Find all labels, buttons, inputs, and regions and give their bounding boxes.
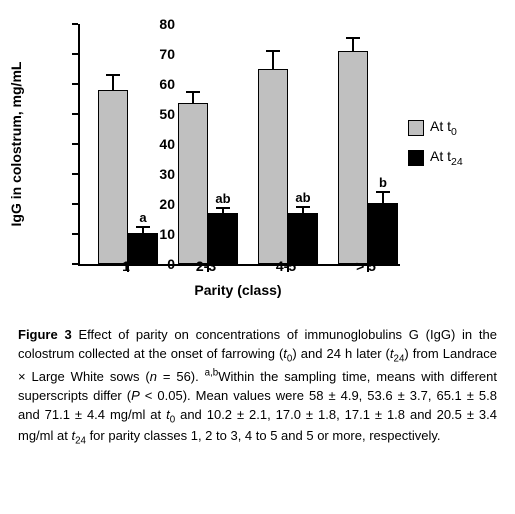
- error-bar: [382, 192, 384, 202]
- error-bar: [192, 92, 194, 103]
- y-tick-label: 30: [145, 166, 175, 182]
- significance-label: b: [379, 175, 387, 190]
- bar: [288, 213, 318, 264]
- y-tick-label: 0: [145, 256, 175, 272]
- figure-caption: Figure 3 Effect of parity on concentrati…: [0, 314, 515, 449]
- y-tick: [72, 203, 78, 205]
- y-tick-label: 80: [145, 16, 175, 32]
- legend-item: At t0: [408, 118, 463, 138]
- error-cap: [186, 91, 200, 93]
- error-bar: [272, 51, 274, 68]
- error-bar: [112, 75, 114, 90]
- x-tick-label: 1: [122, 258, 130, 274]
- y-tick-label: 10: [145, 226, 175, 242]
- legend-label: At t0: [430, 118, 457, 138]
- x-axis-label: Parity (class): [78, 282, 398, 298]
- bar: [208, 213, 238, 264]
- y-tick: [72, 173, 78, 175]
- significance-label: ab: [215, 191, 230, 206]
- y-tick-label: 60: [145, 76, 175, 92]
- error-bar: [352, 38, 354, 51]
- bar: [368, 203, 398, 265]
- error-cap: [296, 206, 310, 208]
- y-tick-label: 70: [145, 46, 175, 62]
- y-tick-label: 40: [145, 136, 175, 152]
- x-tick-label: 2-3: [196, 258, 216, 274]
- y-axis-label: IgG in colostrum, mg/mL: [8, 62, 24, 227]
- y-tick: [72, 143, 78, 145]
- legend-swatch: [408, 150, 424, 166]
- y-tick: [72, 53, 78, 55]
- error-cap: [106, 74, 120, 76]
- error-cap: [266, 50, 280, 52]
- significance-label: a: [139, 210, 146, 225]
- bar: [178, 103, 208, 264]
- legend-label: At t24: [430, 148, 463, 168]
- bar: [258, 69, 288, 264]
- y-tick: [72, 113, 78, 115]
- y-tick: [72, 263, 78, 265]
- y-tick-label: 50: [145, 106, 175, 122]
- figure-label: Figure 3: [18, 327, 72, 342]
- legend-item: At t24: [408, 148, 463, 168]
- bar-chart: IgG in colostrum, mg/mL a ab ab b Parity (c…: [10, 14, 505, 314]
- error-cap: [216, 207, 230, 209]
- bar: [338, 51, 368, 264]
- bar: [98, 90, 128, 264]
- error-cap: [346, 37, 360, 39]
- legend: At t0 At t24: [408, 118, 463, 178]
- caption-body: Effect of parity on concentrations of im…: [18, 327, 497, 443]
- significance-label: ab: [295, 190, 310, 205]
- legend-swatch: [408, 120, 424, 136]
- x-tick-label: > 5: [356, 258, 376, 274]
- plot-area: a ab ab b: [78, 24, 400, 266]
- y-tick-label: 20: [145, 196, 175, 212]
- y-tick: [72, 83, 78, 85]
- x-tick-label: 4-5: [276, 258, 296, 274]
- y-tick: [72, 233, 78, 235]
- y-tick: [72, 23, 78, 25]
- error-cap: [376, 191, 390, 193]
